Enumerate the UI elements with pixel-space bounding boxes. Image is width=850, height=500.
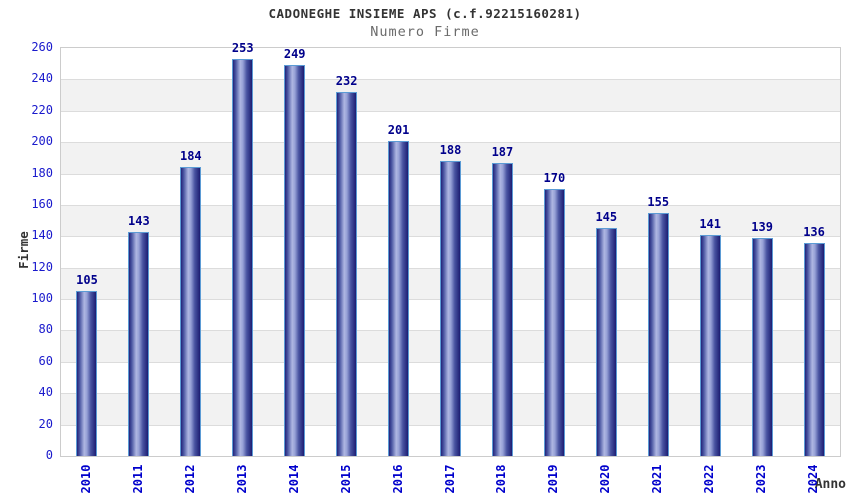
y-tick-label: 60 [38, 353, 53, 368]
bar-2013 [232, 59, 254, 456]
bar-2018 [491, 162, 513, 456]
x-axis-title: Anno [814, 477, 846, 492]
x-tick-label: 2023 [754, 464, 769, 494]
y-tick-label: 200 [31, 134, 53, 149]
bar-value-label: 141 [699, 216, 721, 231]
x-tick-label: 2014 [286, 464, 301, 494]
x-tick-label: 2018 [494, 464, 509, 494]
bar-value-label: 253 [231, 41, 254, 55]
y-tick-label: 120 [31, 259, 53, 274]
bar-value-label: 201 [387, 122, 410, 137]
bar-2022 [699, 234, 721, 456]
x-tick-label: 2024 [806, 464, 821, 494]
bar-value-label: 145 [595, 210, 618, 225]
y-tick-label: 220 [31, 102, 53, 117]
plot-area: 105 143 184 253 249 232 201 188 187 170 145 155 141 1… [60, 42, 841, 457]
y-tick-label: 140 [31, 228, 53, 243]
x-tick-label: 2020 [598, 464, 613, 494]
bar-2014 [284, 65, 306, 456]
y-tick-label: 180 [31, 165, 53, 180]
bar-value-label: 232 [335, 73, 358, 88]
bar-2015 [336, 91, 358, 456]
bar-value-label: 249 [283, 47, 306, 62]
x-tick-label: 2013 [234, 464, 249, 494]
bar-2017 [440, 161, 461, 456]
gridline [61, 79, 840, 81]
grid-band [61, 48, 840, 80]
grid-band [61, 110, 840, 143]
y-tick-label: 40 [38, 385, 53, 400]
bar-2010 [76, 291, 98, 456]
bar-value-label: 187 [491, 144, 514, 159]
y-tick-label: 80 [38, 322, 53, 337]
bar-value-label: 136 [803, 224, 825, 239]
x-tick-label: 2016 [390, 464, 405, 494]
bar-value-label: 105 [76, 273, 98, 288]
bar-2016 [388, 140, 410, 456]
x-tick-label: 2015 [338, 464, 353, 494]
gridline [61, 110, 840, 112]
y-tick-label: 0 [45, 448, 53, 462]
x-tick-label: 2011 [130, 464, 145, 494]
y-tick-label: 260 [31, 40, 53, 54]
y-axis-title: Firme [16, 231, 31, 269]
y-tick-label: 100 [31, 291, 53, 306]
bar-value-label: 184 [179, 149, 202, 164]
bar-2011 [128, 231, 150, 456]
bar-value-label: 139 [751, 219, 773, 234]
bar-2012 [180, 167, 202, 456]
grid-band [61, 79, 840, 111]
chart-title: CADONEGHE INSIEME APS (c.f.92215160281) [268, 6, 582, 21]
gridline [61, 142, 840, 144]
x-tick-label: 2012 [182, 464, 197, 494]
y-tick-label: 160 [31, 196, 53, 211]
bar-2019 [543, 189, 565, 456]
x-tick-label: 2019 [546, 464, 561, 494]
bar-2020 [595, 228, 617, 456]
y-tick-label: 240 [31, 71, 53, 86]
bar-value-label: 188 [439, 142, 462, 157]
bar-value-label: 143 [128, 213, 150, 228]
x-tick-label: 2022 [702, 464, 717, 494]
bar-value-label: 170 [543, 171, 566, 186]
x-tick-label: 2010 [78, 464, 93, 494]
bar-value-label: 155 [647, 194, 670, 209]
y-tick-label: 20 [38, 416, 53, 431]
bar-2023 [751, 237, 773, 456]
x-tick-label: 2021 [650, 464, 665, 494]
bar-2024 [803, 242, 825, 456]
x-tick-label: 2017 [442, 464, 457, 494]
chart-subtitle: Numero Firme [370, 24, 480, 40]
bar-2021 [647, 212, 669, 456]
